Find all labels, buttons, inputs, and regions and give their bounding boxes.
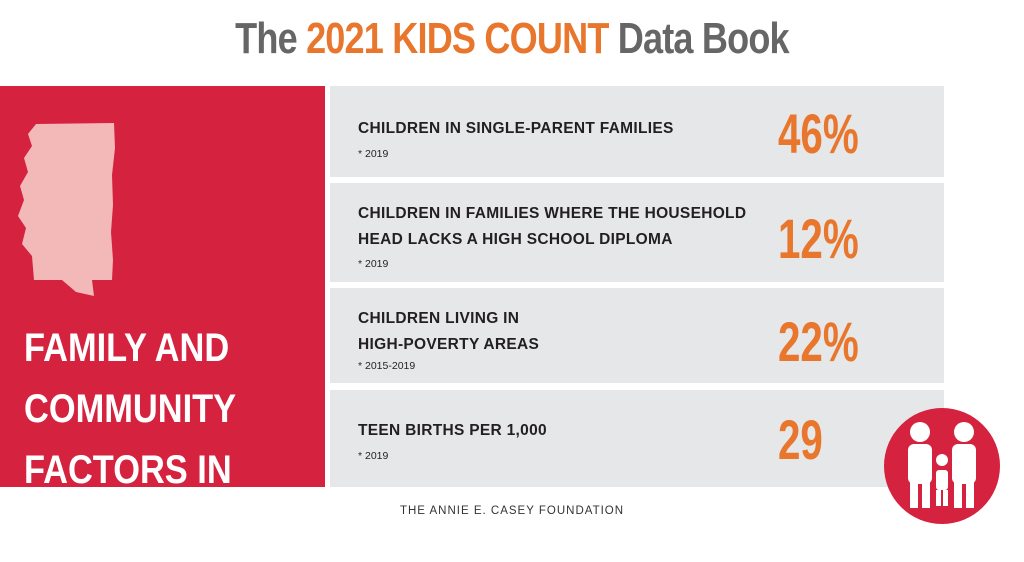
headline-line: FACTORS IN xyxy=(24,448,232,492)
stat-year: * 2015-2019 xyxy=(358,360,416,372)
headline-line: COMMUNITY xyxy=(24,387,237,431)
title-prefix: The xyxy=(235,14,307,63)
stat-label: CHILDREN LIVING IN HIGH-POVERTY AREAS xyxy=(358,310,540,353)
stat-value: 12% xyxy=(778,207,859,270)
stat-value: 29 xyxy=(778,408,823,471)
title-suffix: Data Book xyxy=(608,14,790,63)
stat-row-household-diploma: CHILDREN IN FAMILIES WHERE THE HOUSEHOLD… xyxy=(330,183,944,282)
stat-value: 22% xyxy=(778,310,859,373)
stat-label: CHILDREN IN SINGLE-PARENT FAMILIES xyxy=(358,120,674,137)
left-panel: FAMILY AND COMMUNITY FACTORS IN MISSISSI… xyxy=(0,86,325,553)
stat-row-high-poverty: CHILDREN LIVING IN HIGH-POVERTY AREAS * … xyxy=(330,288,944,383)
stat-label: CHILDREN IN FAMILIES WHERE THE HOUSEHOLD… xyxy=(358,205,747,248)
headline: FAMILY AND COMMUNITY FACTORS IN MISSISSI… xyxy=(24,318,282,562)
page-title: The 2021 KIDS COUNT Data Book xyxy=(92,14,932,64)
stat-row-teen-births: TEEN BIRTHS PER 1,000 * 2019 29 xyxy=(330,390,944,487)
title-highlight: 2021 KIDS COUNT xyxy=(306,14,609,63)
stat-year: * 2019 xyxy=(358,258,389,270)
stat-year: * 2019 xyxy=(358,148,389,160)
stat-year: * 2019 xyxy=(358,450,389,462)
mississippi-state-map-icon xyxy=(18,123,115,296)
footer-foundation: THE ANNIE E. CASEY FOUNDATION xyxy=(399,505,625,517)
stat-label: TEEN BIRTHS PER 1,000 xyxy=(358,422,547,439)
stat-row-single-parent: CHILDREN IN SINGLE-PARENT FAMILIES * 201… xyxy=(330,86,944,177)
stat-value: 46% xyxy=(778,102,859,165)
headline-line: FAMILY AND xyxy=(24,326,230,370)
family-icon xyxy=(884,408,1000,524)
